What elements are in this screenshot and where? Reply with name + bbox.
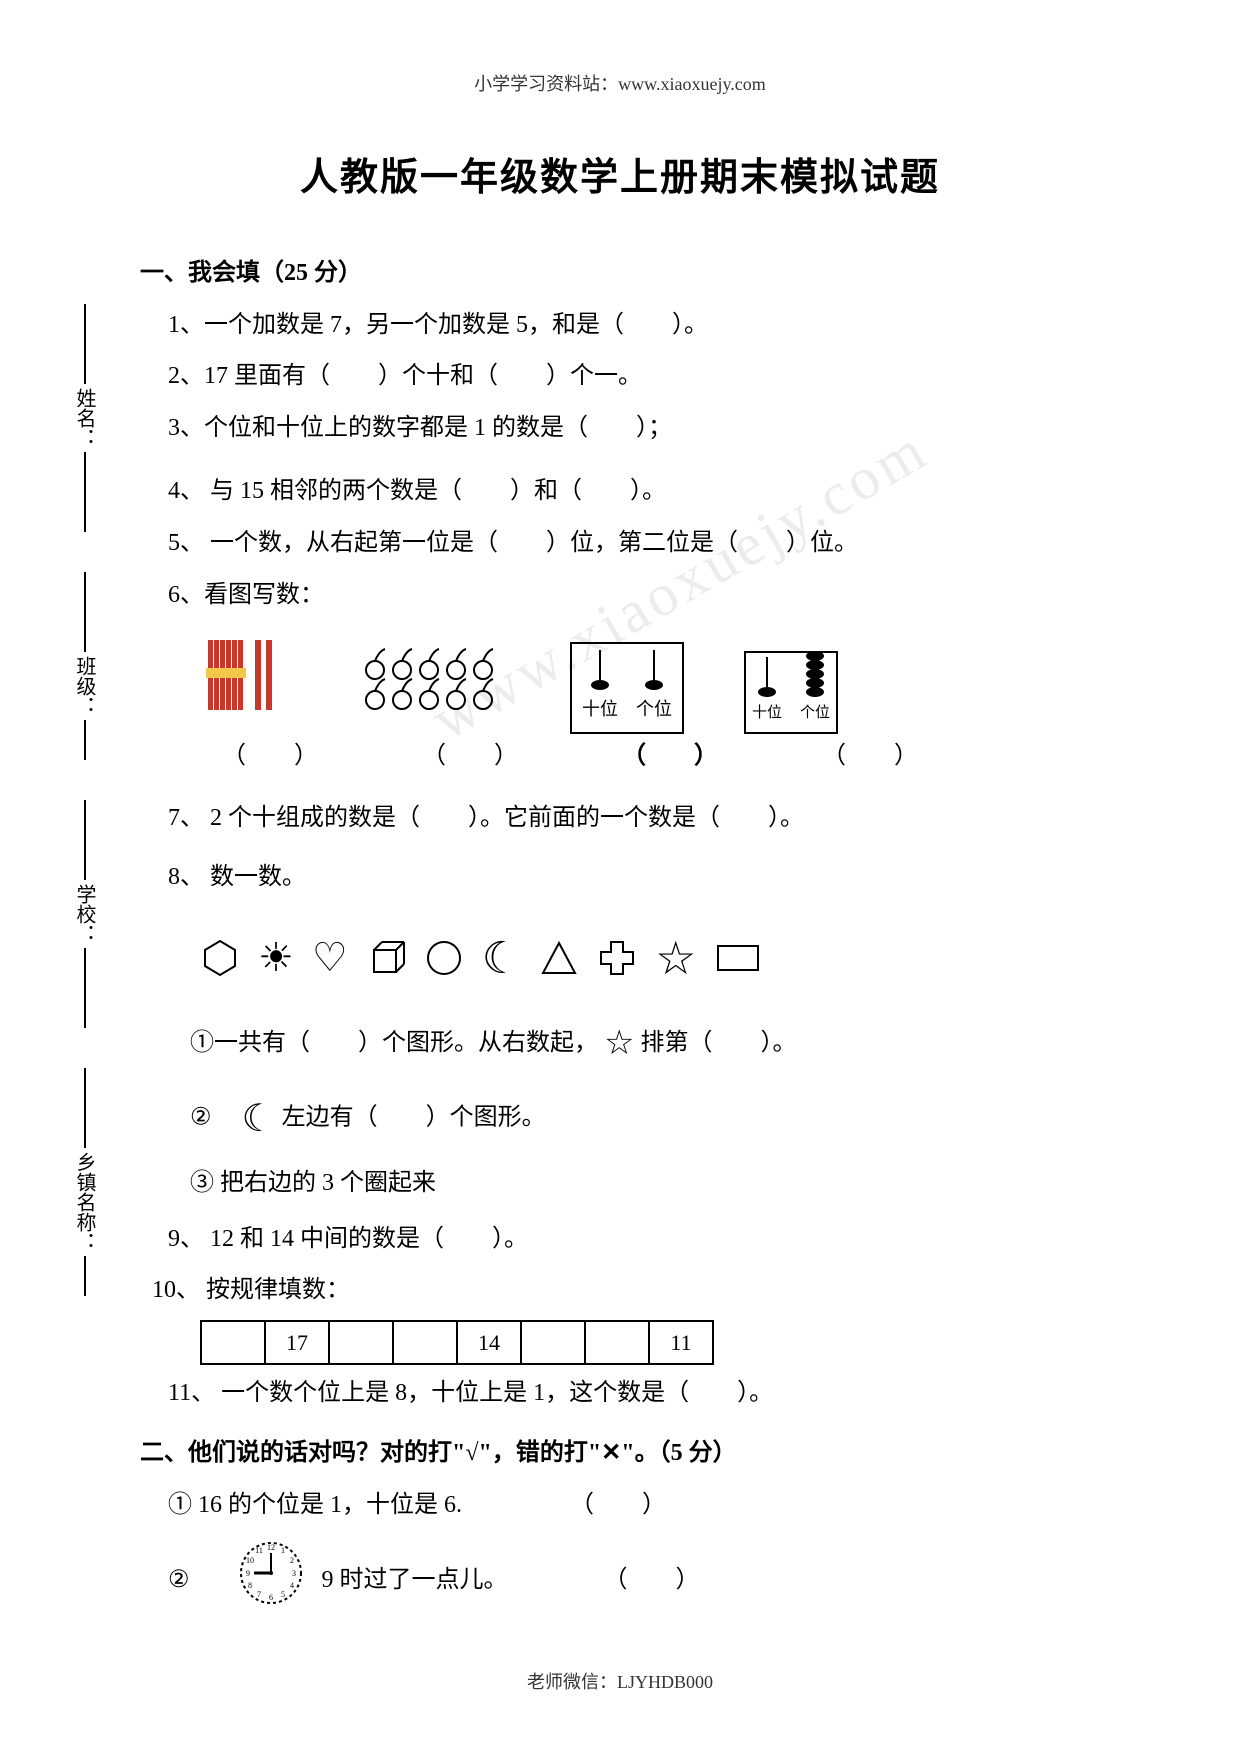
q6-figures: 十位 个位 十位 [200,630,1130,734]
q4: 4、 与 15 相邻的两个数是（ ）和（ ）。 [168,469,1130,515]
abacus1-icon: 十位 个位 [570,642,684,734]
svg-text:2: 2 [290,1556,294,1565]
svg-text:7: 7 [257,1590,261,1599]
cell0 [201,1321,265,1365]
cell6 [585,1321,649,1365]
page-header: 小学学习资料站：www.xiaoxuejy.com [0,0,1240,96]
s2q2: ② 12 3 6 9 12 45 78 1011 9 时过了一点儿。 （ ） [168,1538,1130,1625]
svg-text:4: 4 [290,1581,294,1590]
label-class: 班级： [70,656,99,716]
abacus2-ones: 个位 [800,699,830,728]
cell7: 11 [649,1321,713,1365]
svg-text:3: 3 [292,1569,296,1578]
abacus1-ones: 个位 [636,692,672,726]
balls-icon [360,640,510,734]
side-labels: 姓名： 班级： 学校： 乡镇名称： [70,300,99,1300]
svg-text:11: 11 [255,1546,263,1555]
svg-text:6: 6 [269,1593,273,1602]
blank4: （ ） [800,734,940,780]
side-town: 乡镇名称： [70,1064,99,1300]
sticks-icon [200,630,300,734]
side-class: 班级： [70,568,99,764]
side-name: 姓名： [70,300,99,536]
blank2: （ ） [400,734,540,780]
q8-1b: 排第（ ）。 [640,1030,796,1056]
q10-table: 17 14 11 [200,1320,714,1366]
blank3: （ ） [600,734,740,780]
rect-icon [714,938,762,978]
q2: 2、17 里面有（ ）个十和（ ）个一。 [168,354,1130,400]
abacus2-tens: 十位 [752,699,782,728]
section1-head: 一、我会填（25 分） [140,251,1130,297]
shapes-row: ☀ ♡ ☾ ☆ [200,915,1130,1002]
cell2 [329,1321,393,1365]
page-title: 人教版一年级数学上册期末模拟试题 [0,146,1240,201]
svg-text:1: 1 [281,1546,285,1555]
hexagon-icon [200,938,240,978]
q8-1a: ①一共有（ ）个图形。从右数起， [190,1030,598,1056]
cell3 [393,1321,457,1365]
q8-2a: ② [190,1104,236,1130]
svg-text:12: 12 [267,1543,275,1552]
label-town: 乡镇名称： [70,1152,99,1252]
section2-head: 二、他们说的话对吗？对的打"√"，错的打"✕"。（5 分） [140,1431,1130,1477]
q10: 10、 按规律填数： [152,1268,1130,1314]
triangle-icon [539,938,579,978]
sun-icon: ☀ [258,920,294,996]
moon-icon: ☾ [482,917,521,1001]
q3: 3、个位和十位上的数字都是 1 的数是（ ）； [168,406,1130,452]
svg-text:5: 5 [281,1590,285,1599]
cell4: 14 [457,1321,521,1365]
clock-icon: 12 3 6 9 12 45 78 1011 [236,1538,306,1625]
q7: 7、 2 个十组成的数是（ ）。它前面的一个数是（ ）。 [168,796,1130,842]
side-school: 学校： [70,796,99,1032]
q1: 1、一个加数是 7，另一个加数是 5，和是（ ）。 [168,303,1130,349]
page-footer: 老师微信：LJYHDB000 [0,1668,1240,1694]
q11: 11、 一个数个位上是 8，十位上是 1，这个数是（ ）。 [168,1371,1130,1417]
heart-icon: ♡ [312,920,348,996]
star-inline-icon: ☆ [604,1025,634,1062]
cell1: 17 [265,1321,329,1365]
blank1: （ ） [200,734,340,780]
q6: 6、看图写数： [168,573,1130,619]
s2q2-num: ② [168,1567,190,1593]
q8: 8、 数一数。 [168,855,1130,901]
svg-text:8: 8 [248,1581,252,1590]
star-icon: ☆ [655,915,696,1002]
q5: 5、 一个数，从右起第一位是（ ）位，第二位是（ ）位。 [168,521,1130,567]
cell5 [521,1321,585,1365]
q8-1: ①一共有（ ）个图形。从右数起， ☆ 排第（ ）。 [190,1012,1130,1077]
s2q1: ① 16 的个位是 1，十位是 6. （ ） [168,1483,1130,1529]
q9: 9、 12 和 14 中间的数是（ ）。 [168,1217,1130,1263]
abacus2-icon: 十位 个位 [744,651,838,734]
moon-inline-icon: ☾ [242,1098,276,1140]
svg-text:9: 9 [246,1569,250,1578]
content: 一、我会填（25 分） 1、一个加数是 7，另一个加数是 5，和是（ ）。 2、… [140,251,1130,1625]
label-name: 姓名： [70,388,99,448]
q6-blanks: （ ） （ ） （ ） （ ） [200,734,1130,780]
plus-icon [597,938,637,978]
abacus1-tens: 十位 [582,692,618,726]
cube-icon [366,938,406,978]
q8-2: ② ☾ 左边有（ ）个图形。 [190,1083,1130,1155]
circle-icon [424,938,464,978]
s2q2-text: 9 时过了一点儿。 （ ） [322,1567,700,1593]
label-school: 学校： [70,884,99,944]
q8-2b: 左边有（ ）个图形。 [282,1104,546,1130]
svg-text:10: 10 [246,1556,254,1565]
q8-3: ③ 把右边的 3 个圈起来 [190,1161,1130,1207]
